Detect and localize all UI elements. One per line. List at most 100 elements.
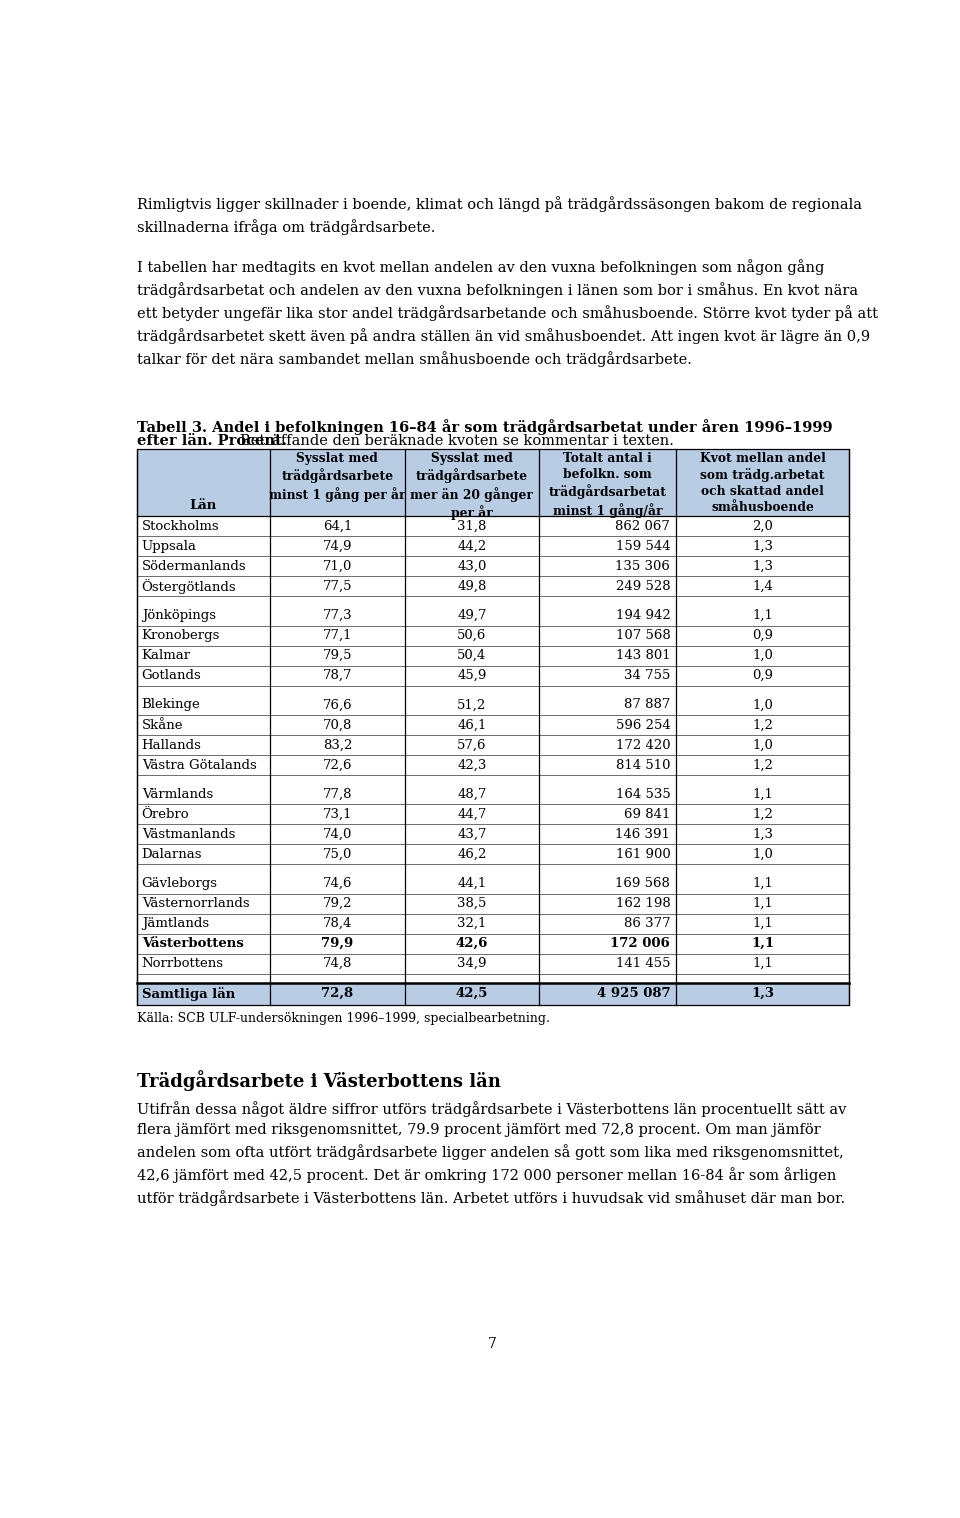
Text: Sysslat med
trädgårdsarbete
minst 1 gång per år: Sysslat med trädgårdsarbete minst 1 gång…: [269, 452, 406, 501]
Text: 34 755: 34 755: [624, 669, 670, 682]
Text: 135 306: 135 306: [615, 560, 670, 572]
Text: 77,5: 77,5: [323, 580, 352, 594]
Text: Källa: SCB ULF-undersökningen 1996–1999, specialbearbetning.: Källa: SCB ULF-undersökningen 1996–1999,…: [137, 1013, 550, 1025]
Text: 159 544: 159 544: [615, 540, 670, 553]
Bar: [137, 449, 849, 516]
Text: 48,7: 48,7: [457, 788, 487, 802]
Text: 1,0: 1,0: [752, 698, 773, 712]
Text: 862 067: 862 067: [615, 519, 670, 533]
Text: 49,8: 49,8: [457, 580, 487, 594]
Text: Västra Götalands: Västra Götalands: [142, 759, 256, 771]
Text: Jönköpings: Jönköpings: [142, 609, 216, 622]
Text: Kronobergs: Kronobergs: [142, 628, 220, 642]
Text: 87 887: 87 887: [624, 698, 670, 712]
Text: 31,8: 31,8: [457, 519, 487, 533]
Text: Hallands: Hallands: [142, 739, 202, 751]
Text: 75,0: 75,0: [323, 849, 352, 861]
Text: 1,1: 1,1: [751, 937, 774, 950]
Text: 79,9: 79,9: [322, 937, 353, 950]
Text: 1,3: 1,3: [752, 560, 773, 572]
Text: Trädgårdsarbete i Västerbottens län: Trädgårdsarbete i Västerbottens län: [137, 1070, 501, 1091]
Text: Stockholms: Stockholms: [142, 519, 219, 533]
Text: Kvot mellan andel
som trädg.arbetat
och skattad andel
småhusboende: Kvot mellan andel som trädg.arbetat och …: [700, 452, 826, 513]
Text: Gävleborgs: Gävleborgs: [142, 877, 218, 890]
Text: 146 391: 146 391: [615, 827, 670, 841]
Text: Dalarnas: Dalarnas: [142, 849, 203, 861]
Text: 194 942: 194 942: [615, 609, 670, 622]
Text: 32,1: 32,1: [457, 917, 487, 931]
Text: 1,2: 1,2: [752, 808, 773, 821]
Text: Samtliga län: Samtliga län: [142, 987, 235, 1000]
Text: Norrbottens: Norrbottens: [142, 958, 224, 970]
Text: 70,8: 70,8: [323, 718, 352, 732]
Text: 0,9: 0,9: [752, 628, 773, 642]
Text: 43,7: 43,7: [457, 827, 487, 841]
Text: 4 925 087: 4 925 087: [596, 987, 670, 1000]
Text: 34,9: 34,9: [457, 958, 487, 970]
Text: 50,4: 50,4: [457, 650, 487, 662]
Text: Uppsala: Uppsala: [142, 540, 197, 553]
Text: 1,0: 1,0: [752, 739, 773, 751]
Text: 44,2: 44,2: [457, 540, 487, 553]
Text: 42,3: 42,3: [457, 759, 487, 771]
Text: 77,1: 77,1: [323, 628, 352, 642]
Text: Blekinge: Blekinge: [142, 698, 201, 712]
Text: Utifrån dessa något äldre siffror utförs trädgårdsarbete i Västerbottens län pro: Utifrån dessa något äldre siffror utförs…: [137, 1101, 847, 1205]
Text: 141 455: 141 455: [615, 958, 670, 970]
Text: 78,4: 78,4: [323, 917, 352, 931]
Text: 1,2: 1,2: [752, 718, 773, 732]
Text: 42,6: 42,6: [456, 937, 488, 950]
Text: 77,3: 77,3: [323, 609, 352, 622]
Text: 2,0: 2,0: [752, 519, 773, 533]
Text: 143 801: 143 801: [615, 650, 670, 662]
Text: 814 510: 814 510: [615, 759, 670, 771]
Text: 38,5: 38,5: [457, 897, 487, 911]
Text: Västerbottens: Västerbottens: [142, 937, 244, 950]
Text: 73,1: 73,1: [323, 808, 352, 821]
Text: 71,0: 71,0: [323, 560, 352, 572]
Text: 172 006: 172 006: [611, 937, 670, 950]
Text: 76,6: 76,6: [323, 698, 352, 712]
Text: 44,7: 44,7: [457, 808, 487, 821]
Text: 1,1: 1,1: [752, 609, 773, 622]
Text: 0,9: 0,9: [752, 669, 773, 682]
Text: 1,1: 1,1: [752, 958, 773, 970]
Text: 1,2: 1,2: [752, 759, 773, 771]
Text: Tabell 3. Andel i befolkningen 16–84 år som trädgårdsarbetat under åren 1996–199: Tabell 3. Andel i befolkningen 16–84 år …: [137, 419, 832, 436]
Text: 46,2: 46,2: [457, 849, 487, 861]
Text: 249 528: 249 528: [615, 580, 670, 594]
Text: 79,5: 79,5: [323, 650, 352, 662]
Text: 46,1: 46,1: [457, 718, 487, 732]
Text: 42,5: 42,5: [456, 987, 488, 1000]
Text: Totalt antal i
befolkn. som
trädgårdsarbetat
minst 1 gång/år: Totalt antal i befolkn. som trädgårdsarb…: [548, 452, 666, 518]
Text: 1,1: 1,1: [752, 788, 773, 802]
Text: 57,6: 57,6: [457, 739, 487, 751]
Text: Rimligtvis ligger skillnader i boende, klimat och längd på trädgårdssäsongen bak: Rimligtvis ligger skillnader i boende, k…: [137, 196, 862, 235]
Text: 107 568: 107 568: [615, 628, 670, 642]
Text: 69 841: 69 841: [624, 808, 670, 821]
Text: Västmanlands: Västmanlands: [142, 827, 235, 841]
Text: Skåne: Skåne: [142, 718, 183, 732]
Text: 51,2: 51,2: [457, 698, 487, 712]
Text: 64,1: 64,1: [323, 519, 352, 533]
Text: 45,9: 45,9: [457, 669, 487, 682]
Text: 44,1: 44,1: [457, 877, 487, 890]
Text: 169 568: 169 568: [615, 877, 670, 890]
Text: 49,7: 49,7: [457, 609, 487, 622]
Text: Sysslat med
trädgårdsarbete
mer än 20 gånger
per år: Sysslat med trädgårdsarbete mer än 20 gå…: [411, 452, 534, 521]
Text: Örebro: Örebro: [142, 808, 189, 821]
Text: Västernorrlands: Västernorrlands: [142, 897, 250, 911]
Text: Östergötlands: Östergötlands: [142, 578, 236, 594]
Bar: [137, 449, 849, 1005]
Text: 1,0: 1,0: [752, 650, 773, 662]
Text: Län: Län: [190, 499, 217, 512]
Text: 596 254: 596 254: [615, 718, 670, 732]
Text: 1,3: 1,3: [752, 540, 773, 553]
Text: efter län. Procent.: efter län. Procent.: [137, 434, 287, 448]
Text: 43,0: 43,0: [457, 560, 487, 572]
Text: 7: 7: [488, 1337, 496, 1351]
Text: 83,2: 83,2: [323, 739, 352, 751]
Text: Kalmar: Kalmar: [142, 650, 191, 662]
Text: 162 198: 162 198: [615, 897, 670, 911]
Text: 86 377: 86 377: [624, 917, 670, 931]
